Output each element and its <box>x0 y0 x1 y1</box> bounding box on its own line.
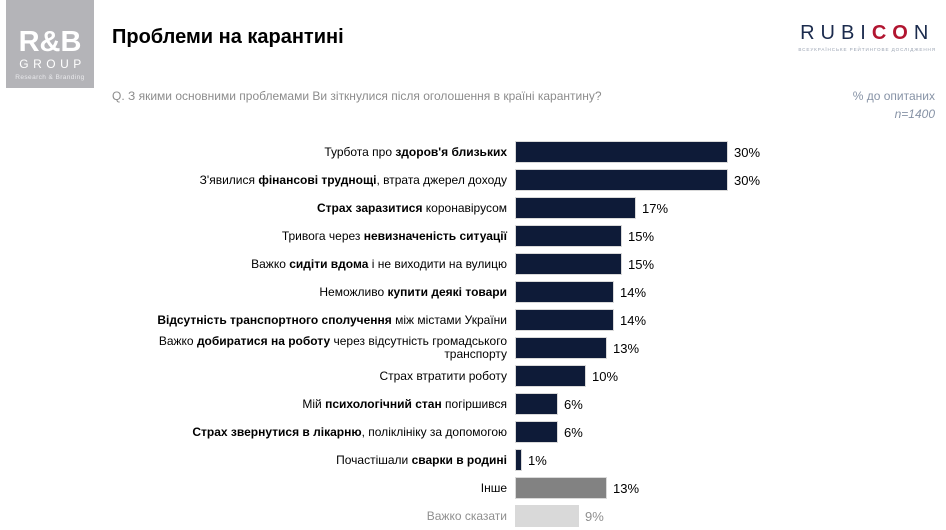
bar-label: Важко сидіти вдома і не виходити на вули… <box>251 256 507 271</box>
bar-chart: Турбота про здоров'я близьких 30% З'явилис… <box>0 138 946 530</box>
bar-row: Мій психологічний стан погіршився 6% <box>0 390 946 418</box>
bar <box>515 421 558 443</box>
rubicon-wordmark: RUBICON <box>800 22 935 44</box>
bar-label: Відсутність транспортного сполучення між… <box>157 312 507 327</box>
bar <box>515 141 728 163</box>
bar <box>515 225 622 247</box>
bar-row: Страх заразитися коронавірусом 17% <box>0 194 946 222</box>
bar-value: 6% <box>564 396 583 412</box>
bar <box>515 393 558 415</box>
bar-value: 30% <box>734 172 761 188</box>
bar <box>515 197 636 219</box>
bar-label: Турбота про здоров'я близьких <box>324 144 507 159</box>
bar-value: 6% <box>564 424 583 440</box>
bar-row: Важко добиратися на роботу через відсутн… <box>0 334 946 362</box>
bar-label: Неможливо купити деякі товари <box>319 284 507 299</box>
bar-row: Турбота про здоров'я близьких 30% <box>0 138 946 166</box>
bar <box>515 253 622 275</box>
bar-value: 10% <box>592 368 619 384</box>
bar-label: З'явилися фінансові труднощі, втрата дже… <box>199 172 507 187</box>
bar-row: Важко сидіти вдома і не виходити на вули… <box>0 250 946 278</box>
bar-label: Тривога через невизначеність ситуації <box>281 228 507 243</box>
percent-of-respondents-label: % до опитаних <box>852 89 935 103</box>
rubicon-tagline: ВСЕУКРАЇНСЬКЕ РЕЙТИНГОВЕ ДОСЛІДЖЕННЯ <box>798 47 936 52</box>
bar-row: Важко сказати 9% <box>0 502 946 530</box>
bar <box>515 169 728 191</box>
rb-logo-tagline: Research & Branding <box>15 74 85 81</box>
bar-row: Інше 13% <box>0 474 946 502</box>
page-title: Проблеми на карантині <box>112 26 344 48</box>
bar-label: Інше <box>480 480 507 495</box>
rubicon-logo: RUBICON ВСЕУКРАЇНСЬКЕ РЕЙТИНГОВЕ ДОСЛІДЖ… <box>798 22 936 52</box>
bar-label: Страх втратити роботу <box>379 368 507 383</box>
bar-value: 13% <box>613 480 640 496</box>
bar-value: 15% <box>628 256 655 272</box>
bar-value: 14% <box>620 312 647 328</box>
bar <box>515 337 607 359</box>
bar-label: Мій психологічний стан погіршився <box>302 396 507 411</box>
bar-value: 9% <box>585 508 604 524</box>
bar-row: Страх втратити роботу 10% <box>0 362 946 390</box>
bar <box>515 309 614 331</box>
bar-value: 13% <box>613 340 640 356</box>
bar-value: 30% <box>734 144 761 160</box>
bar <box>515 365 586 387</box>
bar-label: Страх звернутися в лікарню, поліклініку … <box>192 424 507 439</box>
bar-value: 15% <box>628 228 655 244</box>
bar-row: Неможливо купити деякі товари 14% <box>0 278 946 306</box>
bar <box>515 505 579 527</box>
bar <box>515 449 522 471</box>
bar <box>515 477 607 499</box>
rb-logo-text: R&B <box>18 26 82 59</box>
rb-logo-group-text: GROUP <box>19 57 86 72</box>
rb-group-logo: R&B GROUP Research & Branding <box>6 0 94 88</box>
bar-row: Тривога через невизначеність ситуації 15% <box>0 222 946 250</box>
bar-label: Почастішали сварки в родині <box>336 452 507 467</box>
bar-label: Страх заразитися коронавірусом <box>316 200 507 215</box>
bar-row: Почастішали сварки в родині 1% <box>0 446 946 474</box>
survey-question: Q. З якими основними проблемами Ви зіткн… <box>112 89 602 103</box>
bar-value: 1% <box>528 452 547 468</box>
bar-row: З'явилися фінансові труднощі, втрата дже… <box>0 166 946 194</box>
bar-value: 14% <box>620 284 647 300</box>
chart-unit-note: % до опитаних n=1400 <box>853 89 935 121</box>
bar-value: 17% <box>642 200 669 216</box>
bar-label: Важко добиратися на роботу через відсутн… <box>158 334 507 361</box>
sample-size-label: n=1400 <box>894 107 935 121</box>
bar-row: Страх звернутися в лікарню, поліклініку … <box>0 418 946 446</box>
bar-row: Відсутність транспортного сполучення між… <box>0 306 946 334</box>
bar-label: Важко сказати <box>426 508 507 523</box>
bar <box>515 281 614 303</box>
